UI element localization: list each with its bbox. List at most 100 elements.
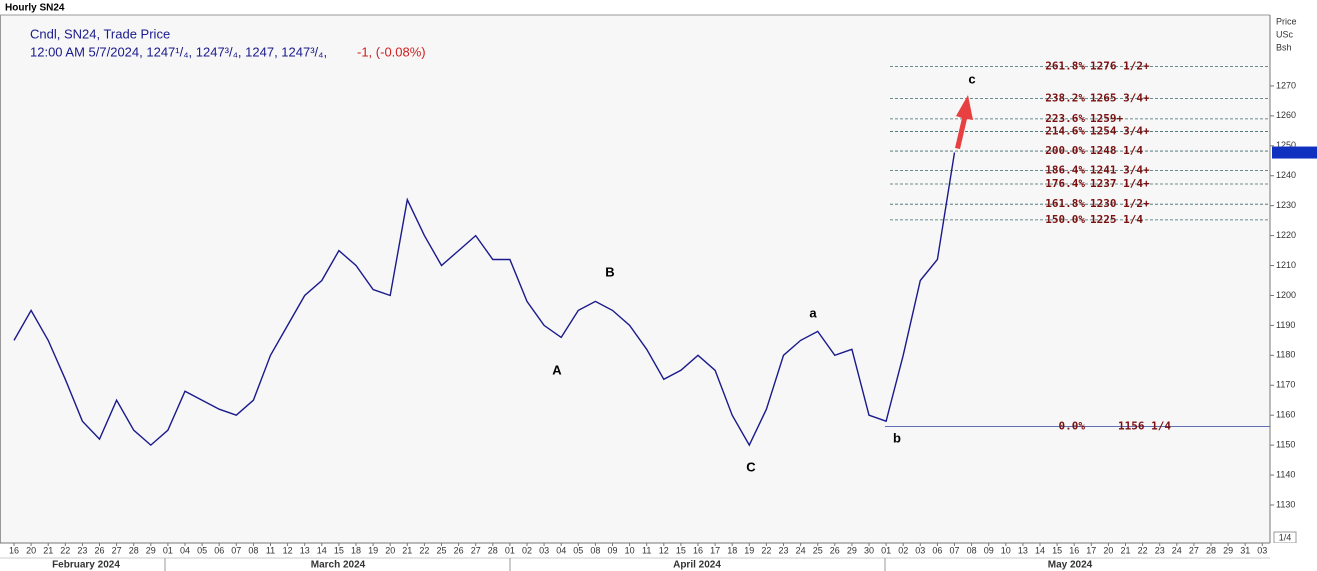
y-tick-label: 1230 xyxy=(1276,200,1296,210)
fib-price: 1225 1/4 xyxy=(1090,213,1143,226)
target-arrow xyxy=(955,95,973,149)
x-tick-label: 27 xyxy=(471,545,481,555)
x-tick-label: 22 xyxy=(1138,545,1148,555)
x-tick-label: 16 xyxy=(693,545,703,555)
x-tick-label: 11 xyxy=(642,545,651,555)
x-tick-label: 28 xyxy=(129,545,139,555)
x-tick-label: 15 xyxy=(334,545,344,555)
x-tick-label: 18 xyxy=(727,545,737,555)
x-tick-label: 04 xyxy=(556,545,566,555)
x-tick-label: 06 xyxy=(214,545,224,555)
fib-price: 1254 3/4+ xyxy=(1090,125,1150,138)
fib-percent: 150.0% xyxy=(1045,213,1085,226)
x-tick-label: 13 xyxy=(300,545,310,555)
x-tick-label: 05 xyxy=(197,545,207,555)
fib-price: 1241 3/4+ xyxy=(1090,163,1150,176)
x-tick-label: 01 xyxy=(163,545,173,555)
title-bar xyxy=(0,0,1317,15)
x-tick-label: 26 xyxy=(454,545,464,555)
last-price-marker xyxy=(1272,146,1317,159)
wave-label: b xyxy=(893,430,901,445)
fib-percent: 214.6% xyxy=(1045,125,1085,138)
fib-price: 1265 3/4+ xyxy=(1090,92,1150,105)
x-tick-label: 26 xyxy=(830,545,840,555)
x-tick-label: 08 xyxy=(967,545,977,555)
change-text: -1, (-0.08%) xyxy=(357,44,426,59)
x-tick-label: 25 xyxy=(813,545,823,555)
x-tick-label: 07 xyxy=(231,545,241,555)
y-tick-label: 1190 xyxy=(1276,320,1295,330)
chart-title: Hourly SN24 xyxy=(5,3,65,14)
x-tick-label: 10 xyxy=(1001,545,1011,555)
x-tick-label: 18 xyxy=(351,545,361,555)
x-tick-label: 15 xyxy=(676,545,686,555)
fib-price: 1156 1/4 xyxy=(1118,419,1171,432)
page-label: 1/4 xyxy=(1279,532,1292,542)
x-tick-label: 19 xyxy=(744,545,754,555)
x-tick-label: 16 xyxy=(1069,545,1079,555)
y-tick-label: 1270 xyxy=(1276,80,1296,90)
x-tick-label: 23 xyxy=(778,545,788,555)
month-label: May 2024 xyxy=(1048,560,1093,571)
ohlc-text: 12:00 AM 5/7/2024, 1247¹/₄, 1247³/₄, 124… xyxy=(30,44,327,59)
wave-label: c xyxy=(968,71,975,86)
x-tick-label: 10 xyxy=(625,545,635,555)
y-tick-label: 1220 xyxy=(1276,230,1296,240)
y-tick-label: 1130 xyxy=(1276,499,1295,509)
price-line xyxy=(13,152,956,447)
plot xyxy=(13,66,1270,447)
y-axis-label: Bsh xyxy=(1276,42,1292,52)
fib-percent: 186.4% xyxy=(1045,163,1085,176)
x-tick-label: 08 xyxy=(248,545,258,555)
x-tick-label: 22 xyxy=(60,545,70,555)
y-axis-label: Price xyxy=(1276,16,1297,26)
x-tick-label: 20 xyxy=(26,545,36,555)
x-tick-label: 22 xyxy=(761,545,771,555)
x-tick-label: 13 xyxy=(1018,545,1028,555)
x-tick-label: 25 xyxy=(436,545,446,555)
y-tick-label: 1140 xyxy=(1276,469,1295,479)
y-tick-label: 1150 xyxy=(1276,439,1295,449)
x-tick-label: 19 xyxy=(368,545,378,555)
x-tick-label: 14 xyxy=(317,545,327,555)
x-tick-label: 21 xyxy=(402,545,412,555)
x-tick-label: 07 xyxy=(949,545,959,555)
x-tick-label: 23 xyxy=(1155,545,1165,555)
month-label: March 2024 xyxy=(311,560,366,571)
x-tick-label: 24 xyxy=(1172,545,1182,555)
x-tick-label: 23 xyxy=(77,545,87,555)
fib-price: 1259+ xyxy=(1090,112,1123,125)
fib-percent: 223.6% xyxy=(1045,112,1085,125)
x-tick-label: 09 xyxy=(984,545,994,555)
x-tick-label: 16 xyxy=(9,545,19,555)
y-tick-label: 1200 xyxy=(1276,290,1296,300)
fib-price: 1230 1/2+ xyxy=(1090,197,1150,210)
fib-percent: 261.8% xyxy=(1045,59,1085,72)
x-tick-label: 26 xyxy=(94,545,104,555)
x-tick-label: 09 xyxy=(607,545,617,555)
fib-percent: 200.0% xyxy=(1045,144,1085,157)
x-tick-label: 24 xyxy=(796,545,806,555)
x-axis-panel xyxy=(0,543,1317,571)
y-tick-label: 1180 xyxy=(1276,350,1295,360)
x-tick-label: 20 xyxy=(1103,545,1113,555)
fib-percent: 161.8% xyxy=(1045,197,1085,210)
x-tick-label: 17 xyxy=(1086,545,1096,555)
wave-label: B xyxy=(605,264,614,279)
x-tick-label: 01 xyxy=(881,545,891,555)
x-tick-label: 31 xyxy=(1240,545,1250,555)
x-tick-label: 06 xyxy=(932,545,942,555)
x-tick-label: 03 xyxy=(915,545,925,555)
x-tick-label: 28 xyxy=(1206,545,1216,555)
month-label: April 2024 xyxy=(673,560,721,571)
x-tick-label: 29 xyxy=(847,545,857,555)
x-tick-label: 12 xyxy=(659,545,669,555)
x-tick-label: 04 xyxy=(180,545,190,555)
x-tick-label: 21 xyxy=(43,545,53,555)
fib-percent: 176.4% xyxy=(1045,177,1085,190)
x-tick-label: 08 xyxy=(590,545,600,555)
y-tick-label: 1160 xyxy=(1276,410,1295,420)
x-tick-label: 22 xyxy=(419,545,429,555)
